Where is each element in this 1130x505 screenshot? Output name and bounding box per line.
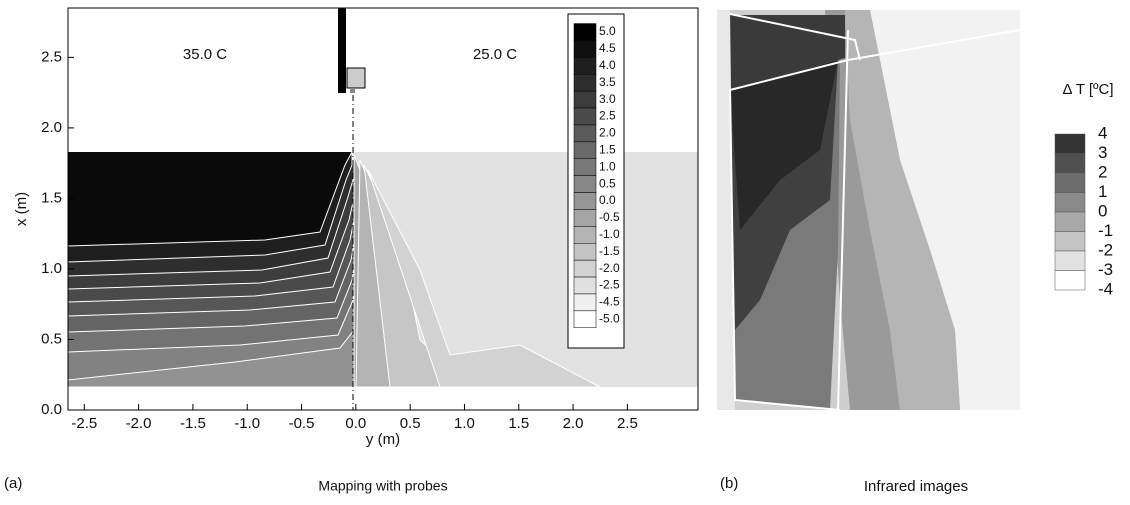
colorbar-swatch [574,277,596,294]
colorbar-label: 3 [1098,143,1107,162]
y-tick-label: 2.0 [41,119,62,136]
y-tick-label: 2.5 [41,48,62,65]
figure: 35.0 C 25.0 C y (m) x (m) (a) Mapping wi… [0,0,1130,500]
annotation: 35.0 C [183,46,227,63]
y-tick-label: 1.0 [41,260,62,277]
colorbar-swatch [574,40,596,57]
colorbar-label: -4.5 [599,295,620,309]
x-tick-label: -1.5 [180,415,206,432]
colorbar-swatch [574,260,596,277]
colorbar-label: -2.5 [599,278,620,292]
panel-title: Infrared images [864,478,968,495]
colorbar-swatch [574,243,596,260]
x-tick-label: 1.5 [508,415,529,432]
x-tick-label: 2.5 [617,415,638,432]
colorbar-swatch [1055,173,1085,193]
colorbar-label: 2.5 [599,109,616,123]
colorbar-label: 4.5 [599,41,616,55]
colorbar-swatch [1055,134,1085,154]
x-tick-label: -2.5 [71,415,97,432]
colorbar-label: 0.5 [599,176,616,190]
colorbar-swatch [574,125,596,142]
colorbar-swatch [574,209,596,226]
x-tick-label: -1.0 [234,415,260,432]
x-tick-label: -0.5 [289,415,315,432]
colorbar-swatch [574,91,596,108]
colorbar-label: 0 [1098,201,1107,220]
colorbar-title: Δ T [ºC] [1062,81,1113,98]
colorbar-swatch [574,193,596,210]
panel-label: (b) [720,475,738,492]
y-tick-label: 0.5 [41,330,62,347]
colorbar-swatch [574,176,596,193]
colorbar-label: -1 [1098,221,1113,240]
x-tick-label: 0.0 [345,415,366,432]
colorbar-label: -0.5 [599,210,620,224]
colorbar-swatch [574,57,596,74]
x-tick-label: 1.0 [454,415,475,432]
colorbar-swatch [574,311,596,328]
x-tick-label: 0.5 [400,415,421,432]
colorbar-label: 5.0 [599,24,616,38]
annotation: 25.0 C [473,46,517,63]
colorbar-swatch [1055,212,1085,232]
colorbar-label: -5.0 [599,311,620,325]
colorbar-label: 2.0 [599,126,616,140]
panel-title: Mapping with probes [318,478,447,494]
colorbar-label: 1.5 [599,142,616,156]
colorbar-swatch [1055,232,1085,252]
colorbar-swatch [574,74,596,91]
colorbar-label: 2 [1098,162,1107,181]
colorbar-label: -2.0 [599,261,620,275]
colorbar-label: 3.0 [599,92,616,106]
colorbar-swatch [574,24,596,41]
colorbar-label: 1 [1098,182,1107,201]
colorbar-swatch [1055,193,1085,213]
colorbar-label: -4 [1098,279,1113,298]
colorbar-label: -1.0 [599,227,620,241]
colorbar-label: -1.5 [599,244,620,258]
x-axis-label: y (m) [366,431,400,448]
x-tick-label: -2.0 [126,415,152,432]
colorbar-label: -2 [1098,240,1113,259]
page: 35.0 C 25.0 C y (m) x (m) (a) Mapping wi… [0,0,1130,505]
colorbar-swatch [574,226,596,243]
colorbar-swatch [574,108,596,125]
colorbar-swatch [574,159,596,176]
colorbar-label: 3.5 [599,75,616,89]
colorbar-label: 4 [1098,123,1107,142]
colorbar-swatch [574,294,596,311]
infrared-image [717,10,1020,410]
colorbar-swatch [574,142,596,159]
x-tick-label: 2.0 [563,415,584,432]
colorbar-swatch [1055,154,1085,174]
y-axis-label: x (m) [13,192,30,226]
colorbar-label: 0.0 [599,193,616,207]
colorbar-label: 1.0 [599,159,616,173]
colorbar-label: 4.0 [599,58,616,72]
y-tick-label: 0.0 [41,401,62,418]
y-tick-label: 1.5 [41,189,62,206]
colorbar-label: -3 [1098,260,1113,279]
colorbar-swatch [1055,251,1085,271]
colorbar-swatch [1055,271,1085,291]
panel-label: (a) [4,475,22,492]
